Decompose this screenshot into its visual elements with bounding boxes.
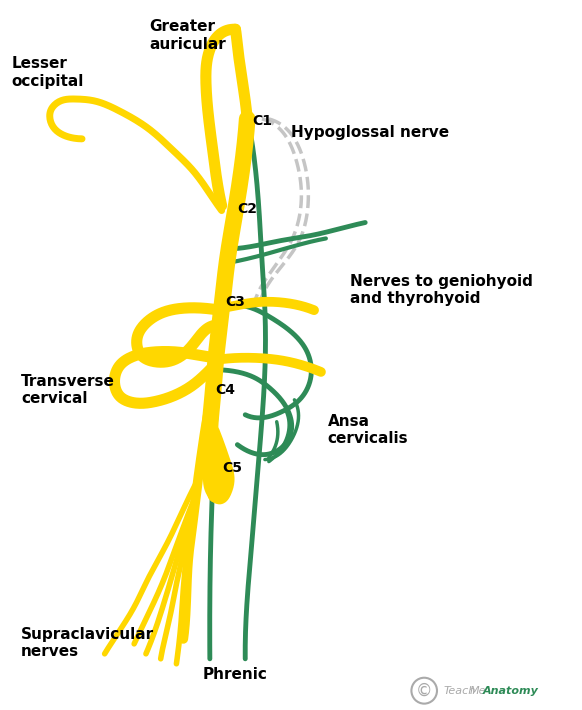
Text: Greater
auricular: Greater auricular <box>149 19 226 52</box>
Text: Hypoglossal nerve: Hypoglossal nerve <box>292 126 449 141</box>
Text: Phrenic: Phrenic <box>203 667 268 682</box>
Text: ©: © <box>416 682 432 699</box>
Text: Ansa
cervicalis: Ansa cervicalis <box>328 413 409 446</box>
Text: Transverse
cervical: Transverse cervical <box>21 373 115 406</box>
Text: Lesser
occipital: Lesser occipital <box>11 56 84 89</box>
Text: Me: Me <box>470 686 486 696</box>
Text: C4: C4 <box>216 383 236 397</box>
Text: C3: C3 <box>226 295 246 310</box>
Text: Teach: Teach <box>444 686 476 696</box>
Text: Nerves to geniohyoid
and thyrohyoid: Nerves to geniohyoid and thyrohyoid <box>350 274 533 307</box>
Text: C5: C5 <box>223 461 243 474</box>
Text: C1: C1 <box>252 114 272 128</box>
Text: Supraclavicular
nerves: Supraclavicular nerves <box>21 627 154 660</box>
Text: Anatomy: Anatomy <box>483 686 539 696</box>
Text: C2: C2 <box>237 202 257 216</box>
